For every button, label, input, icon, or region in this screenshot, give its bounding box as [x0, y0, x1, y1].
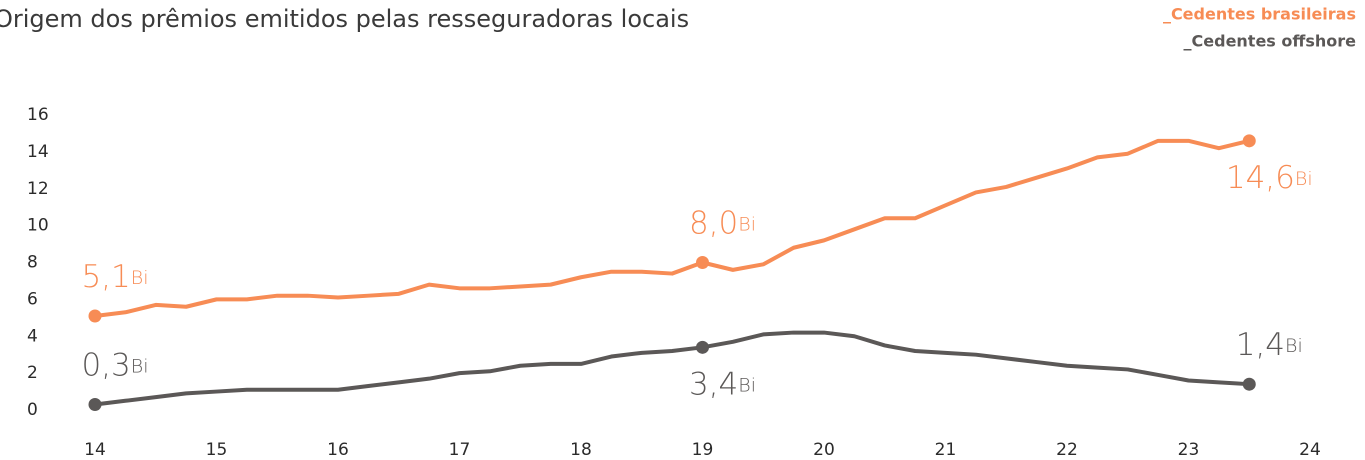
value-label-unit: Bi: [1295, 167, 1313, 189]
point-marker: [1242, 377, 1256, 391]
point-marker: [696, 256, 709, 269]
value-label-number: 0,3: [81, 347, 130, 383]
x-tick-label: 22: [1056, 440, 1078, 460]
series-line: [94, 138, 1250, 318]
y-tick-label: 14: [27, 142, 49, 162]
value-label: 0,3Bi: [81, 347, 148, 383]
y-tick-label: 16: [27, 105, 49, 125]
point-marker: [88, 397, 102, 411]
x-tick-label: 21: [935, 440, 957, 460]
value-label-unit: Bi: [738, 374, 756, 396]
y-tick-label: 6: [27, 289, 38, 309]
x-tick-label: 14: [84, 440, 106, 460]
value-label: 3,4Bi: [689, 366, 756, 402]
y-tick-label: 8: [27, 253, 38, 273]
y-tick-label: 2: [27, 363, 38, 383]
value-label: 1,4Bi: [1236, 327, 1303, 363]
y-tick-label: 10: [27, 216, 49, 236]
x-tick-label: 20: [813, 440, 835, 460]
x-tick-label: 19: [692, 440, 714, 460]
value-label-unit: Bi: [131, 355, 149, 377]
y-tick-label: 4: [27, 326, 38, 346]
value-label-unit: Bi: [131, 266, 149, 288]
value-label: 8,0Bi: [689, 205, 756, 241]
y-tick-label: 0: [27, 400, 38, 420]
value-label-number: 3,4: [689, 366, 738, 402]
legend-entry: _Cedentes brasileiras: [1163, 5, 1356, 24]
x-tick-label: 23: [1178, 440, 1200, 460]
x-tick-label: 17: [449, 440, 471, 460]
y-tick-label: 12: [27, 179, 49, 199]
value-label-number: 1,4: [1236, 327, 1285, 363]
value-label-number: 8,0: [689, 205, 738, 241]
value-label-unit: Bi: [1285, 335, 1303, 357]
x-tick-label: 15: [206, 440, 228, 460]
value-label: 14,6Bi: [1226, 159, 1313, 195]
value-label-number: 14,6: [1226, 159, 1295, 195]
value-label-number: 5,1: [81, 258, 130, 294]
x-tick-label: 18: [570, 440, 592, 460]
x-tick-label: 24: [1299, 440, 1321, 460]
x-tick-label: 16: [327, 440, 349, 460]
chart-title: Origem dos prêmios emitidos pelas resseg…: [0, 5, 689, 33]
point-marker: [1242, 134, 1256, 148]
point-marker: [88, 309, 102, 323]
point-marker: [696, 340, 709, 354]
value-label-unit: Bi: [738, 213, 756, 235]
value-label: 5,1Bi: [81, 258, 148, 294]
legend-entry: _Cedentes offshore: [1184, 32, 1357, 51]
series-line: [94, 330, 1250, 407]
